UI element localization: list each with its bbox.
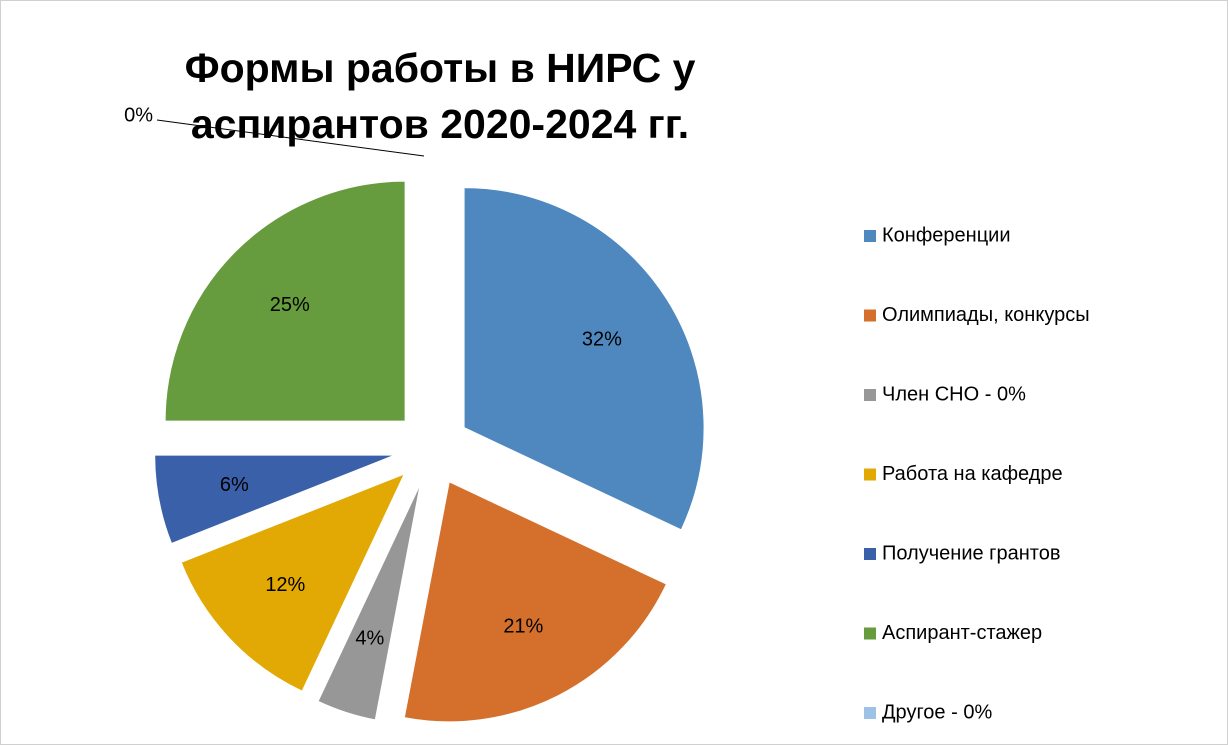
pie-slice xyxy=(317,483,421,721)
legend-label: Получение грантов xyxy=(882,542,1060,564)
legend-marker xyxy=(864,707,876,719)
pie-slice xyxy=(463,187,705,531)
legend-marker xyxy=(864,468,876,481)
pie-slice xyxy=(180,473,406,692)
legend-marker xyxy=(864,230,876,242)
legend-label: Другое - 0% xyxy=(882,701,992,723)
data-label: 25% xyxy=(270,294,310,316)
legend-marker xyxy=(864,389,876,401)
legend-label: Член СНО - 0% xyxy=(882,383,1026,405)
data-label: 4% xyxy=(355,628,384,650)
data-label: 21% xyxy=(503,616,543,638)
data-label: 0% xyxy=(124,104,153,126)
legend-label: Конференции xyxy=(882,224,1011,246)
leader-line xyxy=(156,119,425,157)
legend-label: Аспирант-стажер xyxy=(882,622,1042,644)
pie-slice xyxy=(403,481,668,723)
chart-title: Формы работы в НИРС у аспирантов 2020-20… xyxy=(184,45,696,147)
data-label: 6% xyxy=(220,474,249,496)
legend-marker xyxy=(864,548,876,560)
data-label: 12% xyxy=(265,574,305,596)
legend-label: Олимпиады, конкурсы xyxy=(882,304,1090,326)
data-label: 32% xyxy=(582,328,622,350)
legend-label: Работа на кафедре xyxy=(882,463,1063,485)
pie-slice xyxy=(154,454,395,545)
legend-marker xyxy=(864,309,876,322)
pie-slice xyxy=(164,180,406,422)
legend-marker xyxy=(864,627,876,640)
